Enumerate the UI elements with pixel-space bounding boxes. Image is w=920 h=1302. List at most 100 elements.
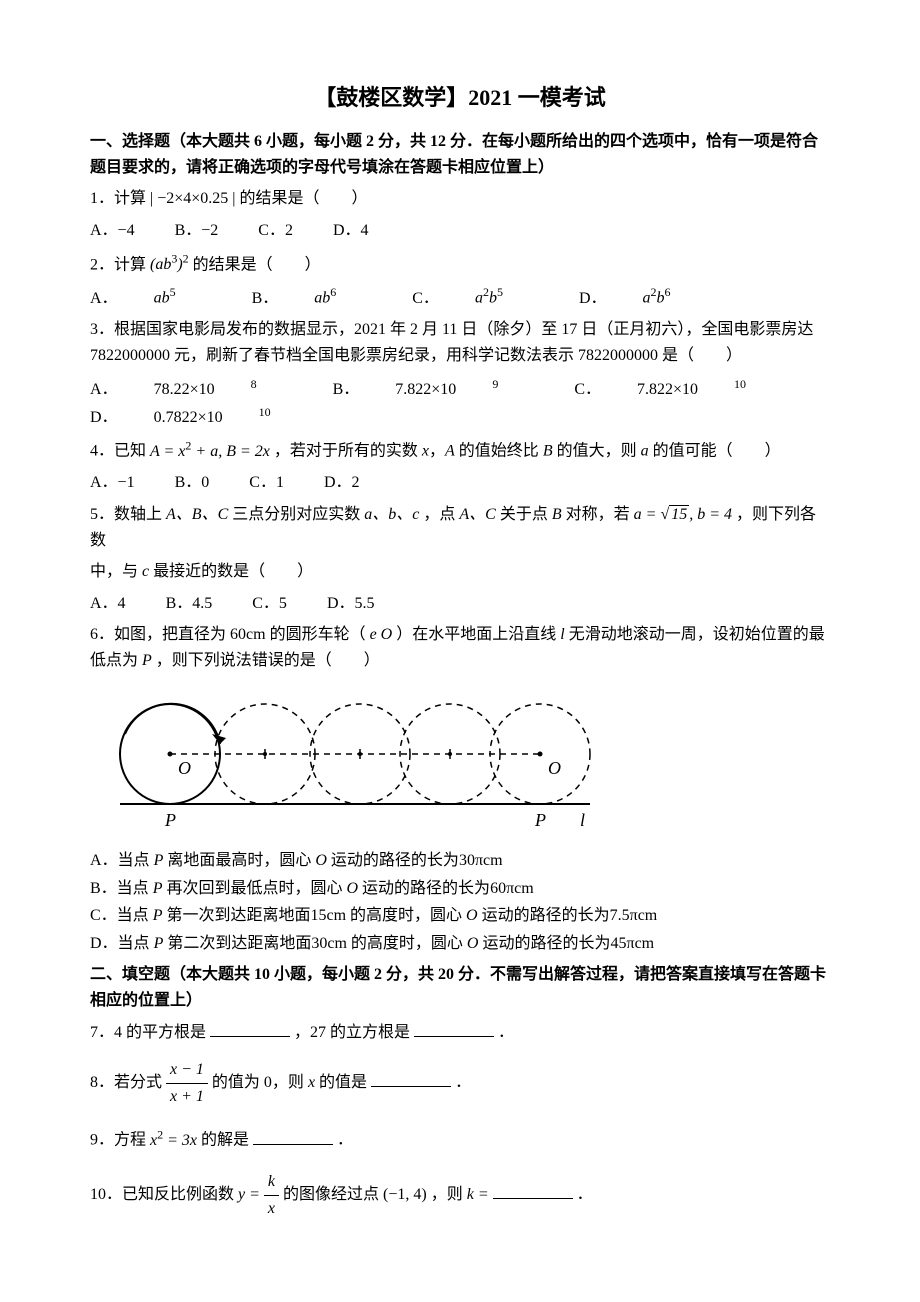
- q2-options: A．ab5 B．ab6 C．a2b5 D．a2b6: [90, 283, 830, 311]
- q5-cond: a = 15, b = 4: [634, 506, 732, 523]
- q5-abc1: A、B、C: [166, 506, 228, 523]
- q6-mid2: ）在水平地面上沿直线: [396, 626, 560, 643]
- question-2: 2．计算 (ab3)2 的结果是（ ）: [90, 250, 830, 278]
- q8-post: 的值是: [319, 1074, 367, 1091]
- q4-var-x: x: [422, 443, 429, 460]
- q10-point: (−1, 4): [383, 1186, 427, 1203]
- q6-pre: 6．如图，把直径为: [90, 626, 226, 643]
- q8-frac: x − 1 x + 1: [166, 1057, 208, 1109]
- q6-p: P: [142, 652, 152, 669]
- q10-frac: k x: [264, 1169, 279, 1221]
- question-5-line2: 中，与 c 最接近的数是（ ）: [90, 559, 830, 585]
- q3-options: A．78.22×108 B．7.822×109 C．7.822×1010 D．0…: [90, 375, 830, 431]
- q2-opt-a: A．ab5: [90, 283, 212, 311]
- q9-pre: 9．方程: [90, 1132, 150, 1149]
- exam-title: 【鼓楼区数学】2021 一模考试: [90, 80, 830, 115]
- question-1: 1．计算 | −2×4×0.25 | 的结果是（ ）: [90, 186, 830, 212]
- question-4: 4．已知 A = x2 + a, B = 2x ，若对于所有的实数 x，A 的值…: [90, 436, 830, 464]
- q5-mid1: 三点分别对应实数: [232, 506, 364, 523]
- q7-post: ．: [498, 1024, 514, 1041]
- q3-opt-c: C．7.822×1010: [574, 375, 782, 403]
- q6-figure: O O P P l: [110, 684, 830, 843]
- q9-eq: x2 = 3x: [150, 1132, 197, 1149]
- q7-blank1: [210, 1020, 290, 1037]
- q5-c: c: [142, 563, 149, 580]
- q4-stem-post: 的值始终比: [459, 443, 543, 460]
- q1-opt-c: C．2: [258, 218, 293, 244]
- q5-opt-c: C．5: [252, 591, 287, 617]
- q5-stem-pre: 5．数轴上: [90, 506, 166, 523]
- q1-opt-b: B．−2: [175, 218, 219, 244]
- q6-opt-d: D．当点 P 第二次到达距离地面30cm 的高度时，圆心 O 运动的路径的长为4…: [90, 931, 830, 957]
- q6-mid1: 的圆形车轮（: [270, 626, 366, 643]
- q4-expr-a: A = x2 + a, B = 2x: [150, 443, 270, 460]
- q8-pre: 8．若分式: [90, 1074, 162, 1091]
- q7-pre: 7．4 的平方根是: [90, 1024, 206, 1041]
- fig-l: l: [580, 810, 585, 830]
- q5-opt-d: D．5.5: [327, 591, 375, 617]
- q2-stem-pre: 2．计算: [90, 256, 146, 273]
- q8-x: x: [308, 1074, 315, 1091]
- question-9: 9．方程 x2 = 3x 的解是 ．: [90, 1125, 830, 1153]
- q5-mid4: 对称，若: [566, 506, 634, 523]
- q10-end: ．: [577, 1186, 593, 1203]
- q5-opt-a: A．4: [90, 591, 126, 617]
- q7-mid: ，27 的立方根是: [294, 1024, 410, 1041]
- question-6: 6．如图，把直径为 60cm 的圆形车轮（ e O ）在水平地面上沿直线 l 无…: [90, 622, 830, 673]
- q1-options: A．−4 B．−2 C．2 D．4: [90, 218, 830, 244]
- q4-var-a: a: [641, 443, 649, 460]
- q4-stem-pre: 4．已知: [90, 443, 150, 460]
- question-8: 8．若分式 x − 1 x + 1 的值为 0，则 x 的值是 ．: [90, 1057, 830, 1109]
- q6-diam: 60cm: [230, 626, 266, 643]
- q2-stem-post: 的结果是（ ）: [193, 256, 321, 273]
- section-1-header: 一、选择题（本大题共 6 小题，每小题 2 分，共 12 分．在每小题所给出的四…: [90, 129, 830, 180]
- q10-blank: [493, 1182, 573, 1199]
- question-7: 7．4 的平方根是 ，27 的立方根是 ．: [90, 1020, 830, 1046]
- question-5: 5．数轴上 A、B、C 三点分别对应实数 a、b、c ，点 A、C 关于点 B …: [90, 502, 830, 553]
- q4-options: A．−1 B．0 C．1 D．2: [90, 470, 830, 496]
- q4-stem-final: 的值可能（ ）: [653, 443, 781, 460]
- q6-l: l: [560, 626, 564, 643]
- q8-blank: [371, 1070, 451, 1087]
- q5-b: B: [552, 506, 562, 523]
- q7-blank2: [414, 1020, 494, 1037]
- q1-opt-d: D．4: [333, 218, 369, 244]
- q1-expr: | −2×4×0.25 |: [150, 190, 235, 207]
- fig-o-right: O: [548, 758, 561, 778]
- q4-opt-b: B．0: [175, 470, 210, 496]
- q10-k: k =: [467, 1186, 493, 1203]
- q10-func: y =: [238, 1186, 264, 1203]
- q5-mid2: ，点: [423, 506, 459, 523]
- question-3: 3．根据国家电影局发布的数据显示，2021 年 2 月 11 日（除夕）至 17…: [90, 317, 830, 368]
- q1-stem-pre: 1．计算: [90, 190, 146, 207]
- q6-opt-b: B．当点 P 再次回到最低点时，圆心 O 运动的路径的长为60πcm: [90, 876, 830, 902]
- question-10: 10．已知反比例函数 y = k x 的图像经过点 (−1, 4) ，则 k =…: [90, 1169, 830, 1221]
- q4-opt-c: C．1: [249, 470, 284, 496]
- q3-opt-a: A．78.22×108: [90, 375, 293, 403]
- q10-pre: 10．已知反比例函数: [90, 1186, 238, 1203]
- q5-options: A．4 B．4.5 C．5 D．5.5: [90, 591, 830, 617]
- q1-opt-a: A．−4: [90, 218, 135, 244]
- q8-mid: 的值为 0，则: [212, 1074, 308, 1091]
- fig-o-left: O: [178, 758, 191, 778]
- q1-stem-post: 的结果是（ ）: [240, 190, 368, 207]
- q6-options: A．当点 P 离地面最高时，圆心 O 运动的路径的长为30πcm B．当点 P …: [90, 848, 830, 956]
- section-2-header: 二、填空题（本大题共 10 小题，每小题 2 分，共 20 分．不需写出解答过程…: [90, 962, 830, 1013]
- q9-blank: [253, 1128, 333, 1145]
- q3-opt-b: B．7.822×109: [333, 375, 535, 403]
- q2-expr: (ab3)2: [150, 256, 189, 273]
- q4-stem-mid: ，若对于所有的实数: [274, 443, 422, 460]
- q5-mid3: 关于点: [500, 506, 552, 523]
- q6-opt-a: A．当点 P 离地面最高时，圆心 O 运动的路径的长为30πcm: [90, 848, 830, 874]
- q9-end: ．: [337, 1132, 353, 1149]
- q4-opt-d: D．2: [324, 470, 360, 496]
- q4-var-b: B: [543, 443, 553, 460]
- q9-post: 的解是: [201, 1132, 249, 1149]
- q2-opt-b: B．ab6: [252, 283, 373, 311]
- q5-opt-b: B．4.5: [166, 591, 213, 617]
- q6-opt-c: C．当点 P 第一次到达距离地面15cm 的高度时，圆心 O 运动的路径的长为7…: [90, 903, 830, 929]
- q5-l2-post: 最接近的数是（ ）: [153, 563, 313, 580]
- q5-l2-pre: 中，与: [90, 563, 142, 580]
- fig-p-left: P: [164, 810, 176, 830]
- q6-circle: e O: [370, 626, 393, 643]
